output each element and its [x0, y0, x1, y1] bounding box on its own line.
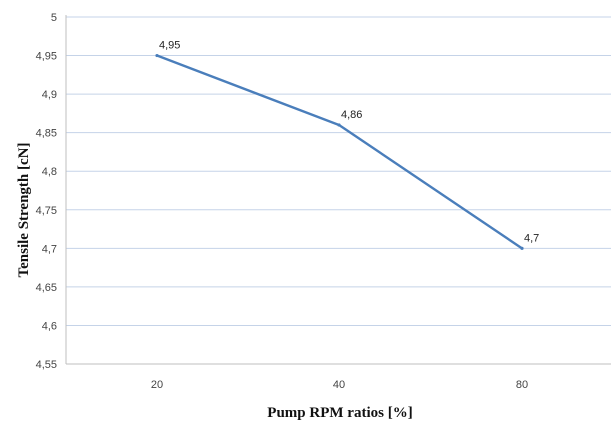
y-tick-label: 4,75: [36, 205, 57, 217]
y-tick-label: 4,85: [36, 128, 57, 140]
x-tick-label: 40: [333, 379, 345, 391]
data-point: [337, 123, 341, 127]
y-tick-labels: 4,55 4,6 4,65 4,7 4,75 4,8 4,85 4,9 4,95 5: [36, 12, 57, 371]
x-tick-label: 20: [151, 379, 163, 391]
series-line: [156, 54, 523, 250]
data-point: [155, 53, 159, 58]
data-label: 4,86: [341, 109, 362, 121]
y-tick-label: 4,55: [36, 359, 57, 371]
y-tick-label: 4,8: [42, 166, 57, 178]
data-label: 4,7: [524, 232, 539, 244]
y-axis-title: Tensile Strength [cN]: [16, 143, 32, 278]
gridlines: [66, 16, 611, 326]
y-tick-label: 4,95: [36, 51, 57, 63]
data-label: 4,95: [159, 40, 180, 52]
y-tick-label: 4,65: [36, 282, 57, 294]
data-labels: 4,95 4,86 4,7: [159, 40, 539, 245]
axes: [65, 15, 611, 365]
y-tick-label: 4,6: [42, 320, 57, 332]
data-point: [520, 246, 524, 250]
y-tick-label: 4,7: [42, 243, 57, 255]
y-tick-label: 5: [51, 12, 57, 24]
x-axis-title: Pump RPM ratios [%]: [267, 405, 412, 421]
y-tick-label: 4,9: [42, 89, 57, 101]
x-tick-label: 80: [516, 379, 528, 391]
series-layer: [155, 53, 524, 250]
x-tick-labels: 20 40 80: [151, 379, 528, 391]
